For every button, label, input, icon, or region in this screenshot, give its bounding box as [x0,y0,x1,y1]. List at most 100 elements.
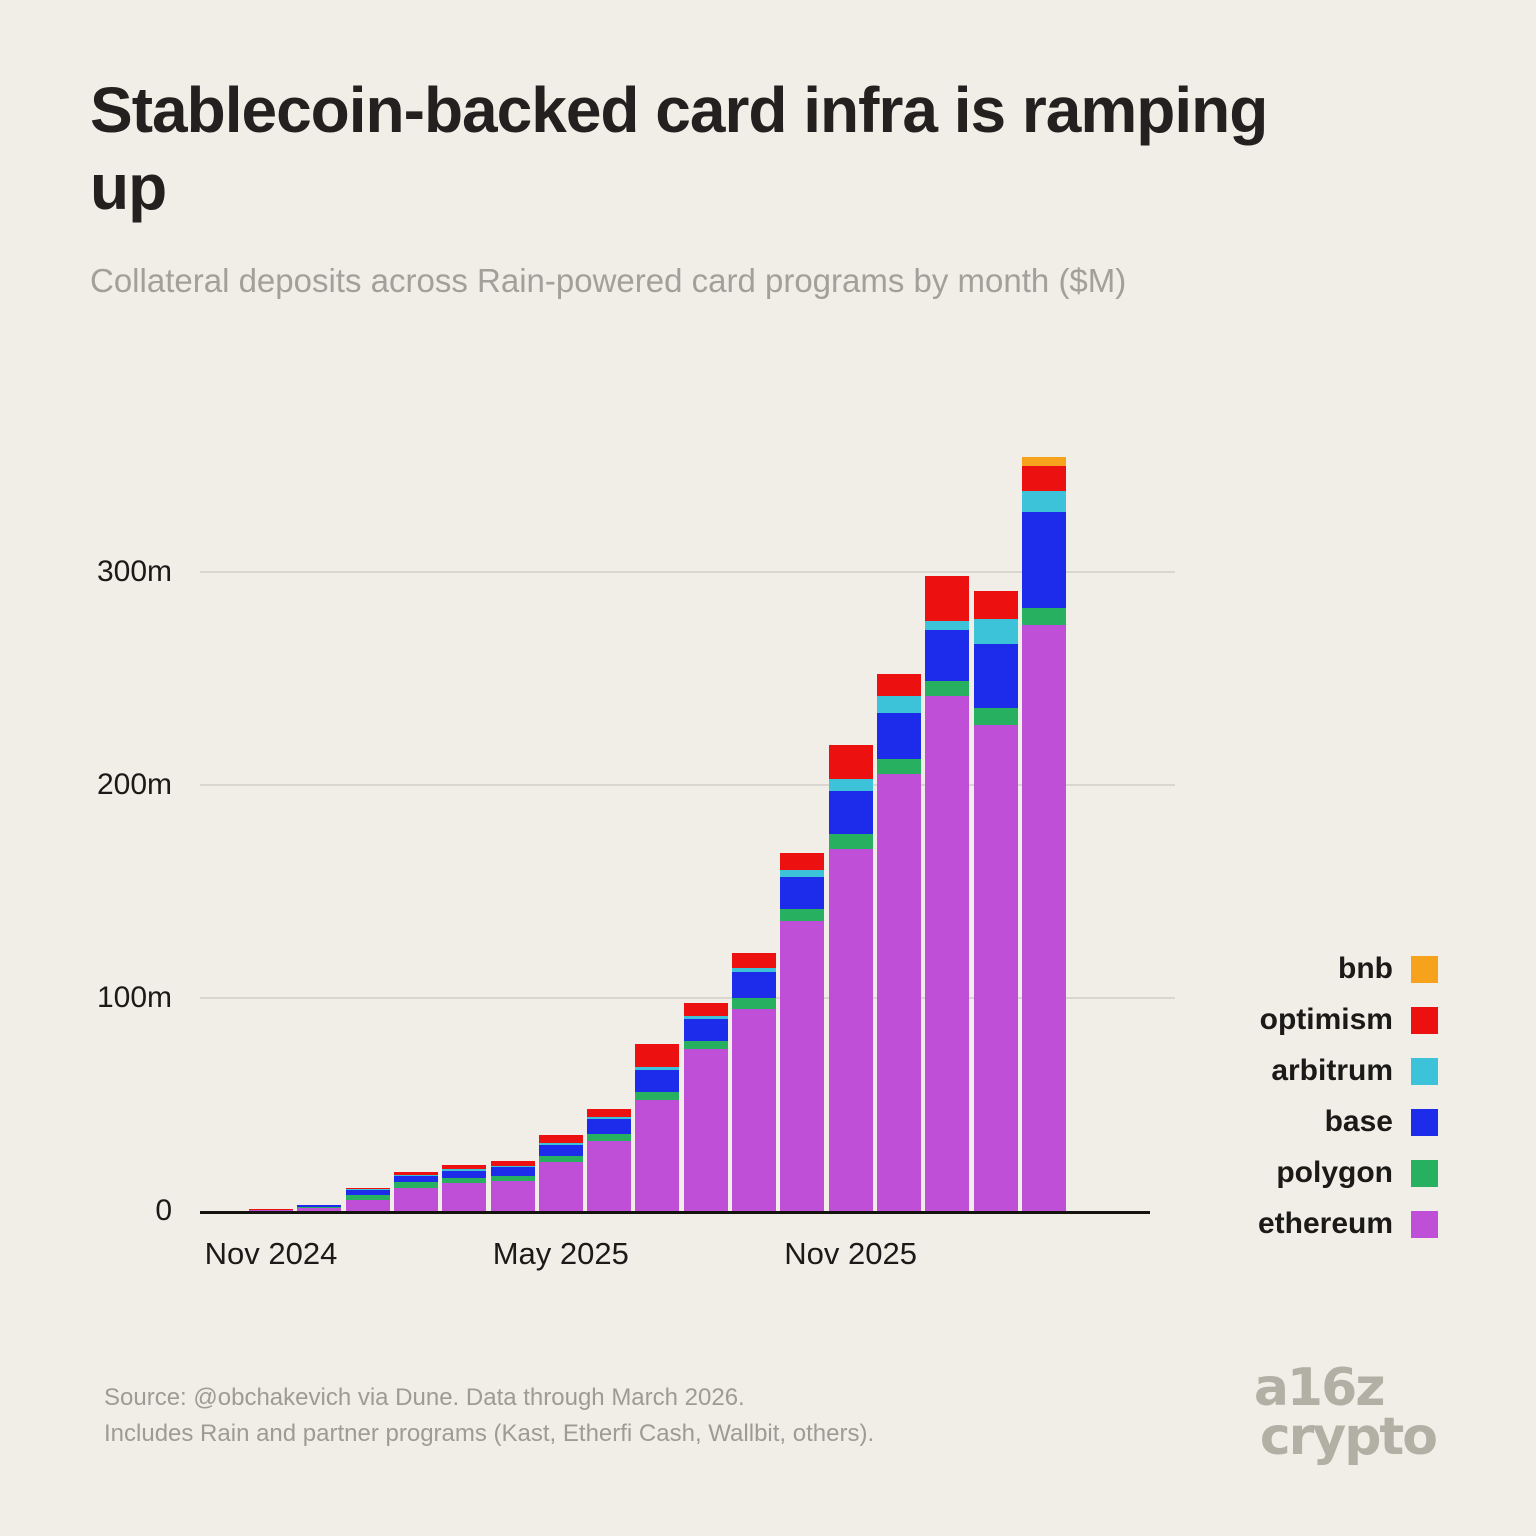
x-axis-tick-nov-2024: Nov 2024 [204,1236,338,1271]
bar-segment-ethereum [780,921,825,1211]
a16z-crypto-logo: a16z crypto [1253,1358,1438,1468]
bar-segment-polygon [587,1134,632,1141]
bar-segment-polygon [828,834,873,849]
bar-segment-polygon [442,1178,487,1184]
bar-segment-ethereum [538,1162,583,1211]
bar-segment-ethereum [393,1187,438,1211]
chart-plot-area: 0 100m 200m 300m Nov 2024 May 2025 Nov 2025 [97,432,1175,1271]
bar-segment-base [828,791,873,834]
bar-segment-polygon [1021,608,1066,626]
legend-item-polygon: polygon [1276,1156,1438,1190]
bar-segment-base [973,644,1018,709]
legend-label-arbitrum: arbitrum [1271,1054,1393,1087]
bar-segment-polygon [635,1091,680,1101]
bar-dec-2025 [876,674,921,1211]
gridline-100m [200,997,1175,999]
bar-segment-arbitrum [1021,491,1066,513]
bar-segment-optimism [973,591,1018,619]
bar-segment-polygon [393,1182,438,1188]
bar-segment-arbitrum [683,1016,728,1020]
bar-aug-2025 [683,1003,728,1211]
bar-oct-2025 [780,853,825,1211]
bar-segment-ethereum [1021,625,1066,1211]
bar-segment-arbitrum [828,778,873,792]
y-axis-tick-100m: 100m [96,981,172,1014]
legend-label-polygon: polygon [1276,1156,1393,1189]
bar-segment-optimism [732,953,776,969]
x-axis-tick-may-2025: May 2025 [492,1236,629,1271]
bar-mar-2025 [442,1165,487,1211]
bar-segment-polygon [490,1175,535,1182]
y-axis-tick-300m: 300m [96,555,172,588]
bar-mar-2026 [1021,457,1066,1211]
bar-segment-polygon [538,1155,583,1163]
bar-segment-ethereum [249,1209,293,1211]
logo-crypto-text: crypto [1259,1407,1438,1468]
bar-feb-2025 [393,1172,438,1211]
bar-segment-polygon [925,680,970,696]
bar-segment-arbitrum [490,1166,535,1168]
legend-swatch-optimism [1411,1006,1438,1034]
bar-segment-bnb [1021,457,1066,466]
bar-segment-base [732,972,776,999]
legend-swatch-bnb [1411,955,1438,983]
bar-nov-2024 [249,1208,293,1211]
bar-segment-arbitrum [587,1117,632,1120]
bar-segment-optimism [297,1204,342,1206]
bar-segment-ethereum [876,774,921,1211]
bar-segment-polygon [683,1040,728,1050]
legend-swatch-polygon [1411,1159,1438,1187]
bar-segment-ethereum [683,1049,728,1211]
bar-segment-ethereum [973,725,1018,1211]
bar-segment-optimism [780,853,825,871]
bar-segment-arbitrum [925,621,970,630]
legend-item-bnb: bnb [1338,952,1438,986]
bar-segment-ethereum [345,1200,390,1211]
chart-title: Stablecoin-backed card infra is ramping … [90,74,1268,223]
bar-jan-2025 [345,1188,390,1211]
bar-segment-optimism [442,1165,487,1170]
bar-segment-optimism [538,1135,583,1143]
legend-item-base: base [1325,1105,1438,1139]
bar-feb-2026 [973,591,1018,1211]
bar-sep-2025 [732,953,776,1211]
bar-segment-optimism [683,1003,728,1017]
bar-nov-2025 [828,744,873,1211]
source-line-1: Source: @obchakevich via Dune. Data thro… [104,1384,745,1411]
logo-a16z-text: a16z [1253,1358,1386,1418]
bar-segment-base [490,1167,535,1176]
legend-swatch-ethereum [1411,1210,1438,1238]
gridline-300m [200,571,1175,573]
bar-jul-2025 [635,1043,680,1211]
chart-legend: bnb optimism arbitrum base polygon ethereum [1258,952,1438,1241]
y-axis-tick-200m: 200m [96,768,172,801]
bar-segment-base [587,1119,632,1135]
bar-segment-base [1021,512,1066,609]
bar-segment-ethereum [732,1008,776,1211]
bar-segment-base [876,712,921,760]
bar-segment-base [635,1070,680,1092]
bar-segment-arbitrum [442,1169,487,1171]
x-axis-line [200,1211,1150,1214]
bar-segment-polygon [732,998,776,1009]
bar-segment-arbitrum [538,1142,583,1145]
bar-segment-optimism [393,1172,438,1176]
bar-segment-base [345,1189,390,1196]
bar-segment-arbitrum [876,695,921,713]
legend-label-bnb: bnb [1338,952,1393,985]
bar-segment-optimism [587,1108,632,1118]
legend-label-base: base [1324,1105,1393,1138]
bar-segment-polygon [345,1195,390,1201]
bar-segment-optimism [1021,465,1066,492]
bar-segment-base [442,1170,487,1178]
bar-segment-optimism [490,1160,535,1167]
chart-subtitle: Collateral deposits across Rain-powered … [90,262,1127,299]
bar-apr-2025 [490,1160,535,1211]
bar-segment-base [780,876,825,909]
bar-segment-optimism [876,674,921,696]
legend-item-ethereum: ethereum [1258,1207,1438,1241]
bar-segment-optimism [635,1043,680,1068]
x-axis-tick-nov-2025: Nov 2025 [784,1236,917,1271]
bar-segment-optimism [925,576,970,622]
